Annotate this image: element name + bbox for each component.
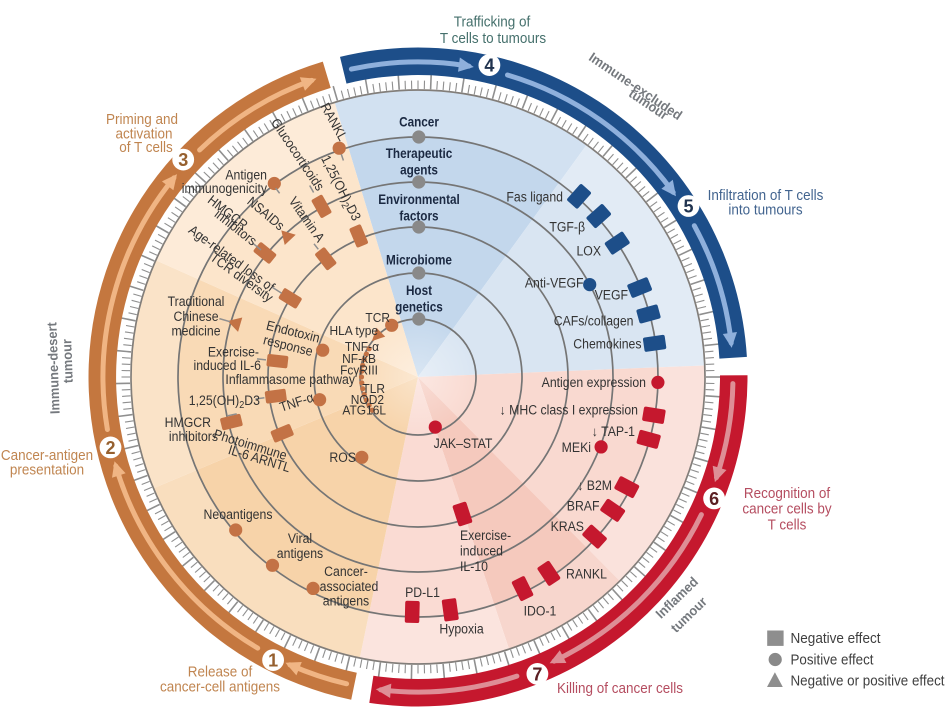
svg-text:ROS: ROS [329,449,356,465]
svg-text:IDO-1: IDO-1 [524,603,557,619]
svg-text:TCR: TCR [365,311,390,326]
svg-text:activation: activation [116,125,173,142]
svg-text:Cancer-antigen: Cancer-antigen [1,447,93,464]
svg-text:tumour: tumour [59,339,76,384]
svg-text:NOD2: NOD2 [351,393,384,408]
svg-text:Exercise-: Exercise- [208,344,259,360]
svg-text:KRAS: KRAS [551,518,584,534]
svg-text:associated: associated [320,578,379,594]
svg-text:TLR: TLR [362,382,385,397]
svg-text:induced: induced [460,543,503,559]
svg-text:2: 2 [105,438,115,458]
svg-text:Trafficking of: Trafficking of [454,13,531,30]
svg-text:Immune-desert: Immune-desert [44,321,63,414]
svg-text:FcγRIII: FcγRIII [340,363,378,378]
svg-text:ATG16L: ATG16L [342,403,386,418]
svg-text:cancer cells by: cancer cells by [742,500,831,517]
svg-text:Fas ligand: Fas ligand [506,189,563,205]
svg-text:Priming and: Priming and [106,111,178,128]
svg-text:Chemokines: Chemokines [573,336,641,352]
svg-text:immunogenicity: immunogenicity [182,180,268,196]
svg-text:Microbiome: Microbiome [386,252,452,268]
svg-text:HMGCR: HMGCR [165,414,211,430]
svg-text:Anti-VEGF: Anti-VEGF [525,275,584,291]
svg-text:LOX: LOX [576,243,601,259]
svg-text:↓ B2M: ↓ B2M [577,477,612,493]
svg-text:cancer-cell antigens: cancer-cell antigens [160,678,280,695]
svg-text:Host: Host [406,282,433,298]
svg-text:TNF-α: TNF-α [345,340,379,355]
svg-text:medicine: medicine [171,323,220,339]
svg-text:7: 7 [532,664,542,684]
svg-text:MEKi: MEKi [562,439,591,455]
svg-text:↓ TAP-1: ↓ TAP-1 [592,423,635,439]
svg-text:RANKL: RANKL [566,566,607,582]
svg-text:T cells: T cells [768,516,807,533]
svg-text:3: 3 [178,150,188,170]
svg-text:BRAF: BRAF [567,498,600,514]
svg-text:Killing of cancer cells: Killing of cancer cells [557,680,683,697]
svg-text:TGF-β: TGF-β [549,219,585,235]
svg-text:Positive effect: Positive effect [791,653,874,669]
svg-text:PD-L1: PD-L1 [405,584,440,600]
svg-text:induced IL-6: induced IL-6 [193,357,261,373]
svg-text:Negative or positive effect: Negative or positive effect [791,674,945,690]
svg-text:Antigen expression: Antigen expression [542,374,646,390]
svg-text:JAK–STAT: JAK–STAT [434,435,493,451]
svg-text:agents: agents [400,162,438,178]
svg-text:Antigen: Antigen [225,167,267,183]
svg-text:1: 1 [268,651,278,671]
svg-text:Viral: Viral [288,530,312,546]
svg-text:of T cells: of T cells [119,139,172,156]
svg-text:CAFs/collagen: CAFs/collagen [554,313,634,329]
svg-text:Exercise-: Exercise- [460,527,511,543]
svg-text:inhibitors: inhibitors [169,428,218,444]
svg-text:Environmental: Environmental [378,191,460,207]
svg-text:NF-κB: NF-κB [342,352,376,367]
svg-text:Traditional: Traditional [168,293,225,309]
svg-text:↓ MHC class I expression: ↓ MHC class I expression [500,402,638,418]
svg-text:factors: factors [399,208,438,224]
svg-text:Neoantigens: Neoantigens [204,506,273,522]
svg-text:IL-10: IL-10 [460,558,488,574]
svg-text:antigens: antigens [277,545,323,561]
svg-text:Cancer-: Cancer- [324,563,368,579]
svg-text:HLA type: HLA type [329,324,378,339]
svg-text:Release of: Release of [188,663,253,680]
svg-text:4: 4 [484,56,494,76]
svg-text:5: 5 [683,196,693,216]
svg-text:T cells to tumours: T cells to tumours [440,30,546,47]
svg-text:genetics: genetics [395,299,443,315]
svg-text:into tumours: into tumours [728,201,802,218]
svg-text:6: 6 [709,489,719,509]
svg-text:Inflammasome pathway: Inflammasome pathway [225,371,355,387]
svg-text:VEGF: VEGF [595,287,629,303]
svg-text:Recognition of: Recognition of [744,485,830,502]
svg-text:Hypoxia: Hypoxia [439,621,484,637]
svg-text:Cancer: Cancer [399,114,439,130]
svg-text:Therapeutic: Therapeutic [386,145,453,161]
svg-text:Infiltration of T cells: Infiltration of T cells [708,187,824,204]
svg-text:Negative effect: Negative effect [791,631,881,647]
svg-text:presentation: presentation [10,461,84,478]
svg-text:Chinese: Chinese [173,308,218,324]
svg-text:antigens: antigens [323,593,369,609]
